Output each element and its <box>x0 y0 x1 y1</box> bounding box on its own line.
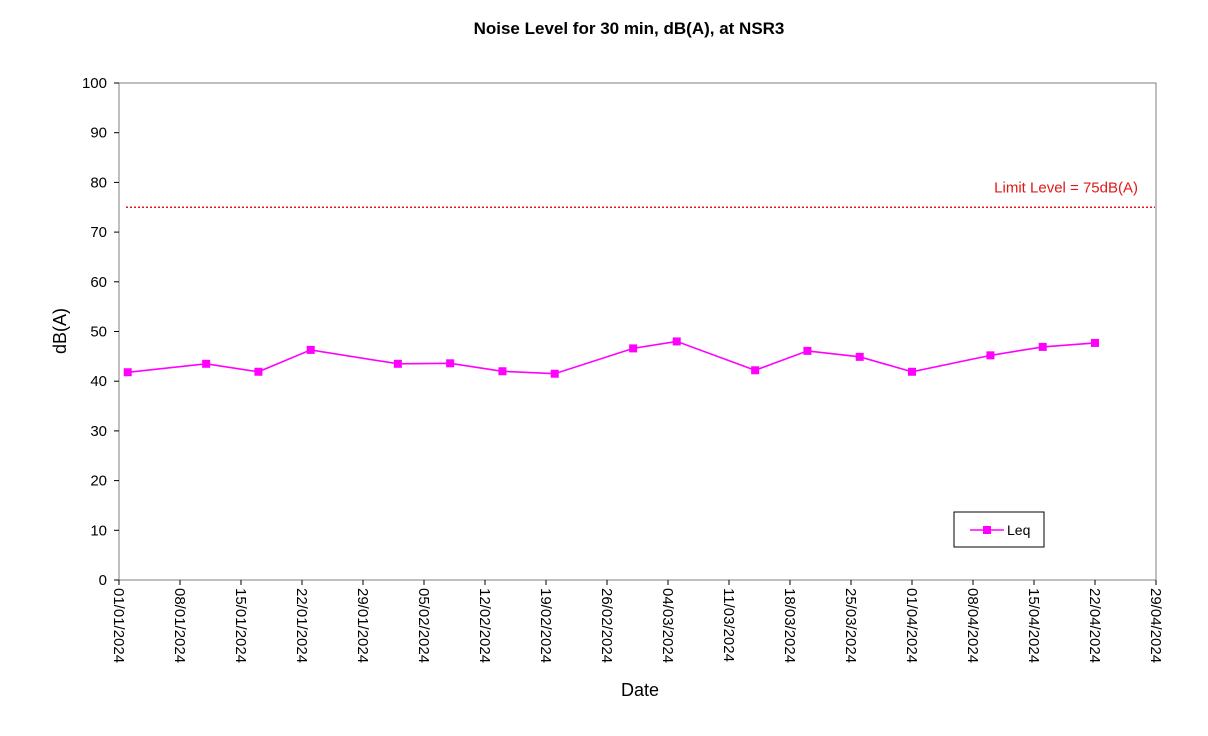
data-point-2024-04-22 <box>1091 338 1099 347</box>
x-tick-label-04-03-2024: 04/03/2024 <box>659 588 676 663</box>
y-tick-label-90: 90 <box>90 125 107 142</box>
x-tick-label-25-03-2024: 25/03/2024 <box>842 588 859 663</box>
data-point-2024-03-20 <box>803 346 812 355</box>
x-tick-label-29-04-2024: 29/04/2024 <box>1147 588 1164 663</box>
data-point-2024-03-05 <box>672 337 681 346</box>
data-point-2024-02-14 <box>498 367 507 376</box>
data-point-2024-01-02 <box>123 368 132 377</box>
x-tick-label-18-03-2024: 18/03/2024 <box>781 588 798 663</box>
x-tick-label-01-04-2024: 01/04/2024 <box>903 588 920 663</box>
y-axis: 0 10 20 30 40 50 60 70 80 90 100 <box>82 75 119 589</box>
chart-title: Noise Level for 30 min, dB(A), at NSR3 <box>474 19 785 38</box>
y-axis-title: dB(A) <box>50 308 70 354</box>
legend-marker-leq <box>983 526 991 534</box>
x-tick-label-29-01-2024: 29/01/2024 <box>354 588 371 663</box>
data-point-2024-03-26 <box>855 352 864 361</box>
y-tick-label-100: 100 <box>82 75 107 92</box>
legend-label-leq: Leq <box>1007 522 1030 538</box>
x-tick-label-11-03-2024: 11/03/2024 <box>720 588 737 662</box>
y-tick-label-30: 30 <box>90 423 107 440</box>
data-point-2024-04-10 <box>986 351 995 360</box>
plot-area <box>118 82 1157 581</box>
data-point-2024-01-17 <box>254 367 263 376</box>
data-point-2024-02-02 <box>393 359 402 368</box>
y-tick-label-70: 70 <box>90 224 107 241</box>
y-tick-label-50: 50 <box>90 324 107 341</box>
series-group <box>123 337 1099 378</box>
y-tick-label-40: 40 <box>90 373 107 390</box>
limit-line-group: Limit Level = 75dB(A) <box>126 179 1155 209</box>
y-tick-label-20: 20 <box>90 473 107 490</box>
legend: Leq <box>953 511 1045 548</box>
x-tick-label-19-02-2024: 19/02/2024 <box>537 588 554 663</box>
x-axis-title: Date <box>621 680 659 700</box>
data-point-2024-04-01 <box>908 367 916 376</box>
y-tick-label-10: 10 <box>90 522 107 539</box>
limit-line-label: Limit Level = 75dB(A) <box>994 179 1138 196</box>
x-tick-label-01-01-2024: 01/01/2024 <box>110 588 127 663</box>
data-point-2024-01-23 <box>306 345 315 354</box>
data-point-2024-03-14 <box>751 366 760 375</box>
x-tick-label-15-01-2024: 15/01/2024 <box>232 588 249 663</box>
data-point-2024-01-11 <box>202 359 211 368</box>
y-tick-label-80: 80 <box>90 174 107 191</box>
data-point-2024-02-20 <box>550 369 559 378</box>
x-tick-label-26-02-2024: 26/02/2024 <box>598 588 615 663</box>
x-tick-label-22-04-2024: 22/04/2024 <box>1086 588 1103 663</box>
x-axis: 01/01/2024 08/01/2024 15/01/2024 22/01/2024… <box>110 580 1164 663</box>
data-point-2024-02-08 <box>446 359 455 368</box>
data-point-2024-04-16 <box>1038 342 1047 351</box>
x-tick-label-05-02-2024: 05/02/2024 <box>415 588 432 663</box>
data-point-2024-02-29 <box>629 344 638 353</box>
x-tick-label-15-04-2024: 15/04/2024 <box>1025 588 1042 663</box>
x-tick-label-08-04-2024: 08/04/2024 <box>964 588 981 663</box>
x-tick-label-22-01-2024: 22/01/2024 <box>293 588 310 663</box>
x-tick-label-12-02-2024: 12/02/2024 <box>476 588 493 663</box>
series-line-leq <box>127 340 1096 375</box>
y-tick-label-0: 0 <box>99 572 107 589</box>
x-tick-label-08-01-2024: 08/01/2024 <box>171 588 188 663</box>
y-tick-label-60: 60 <box>90 274 107 291</box>
